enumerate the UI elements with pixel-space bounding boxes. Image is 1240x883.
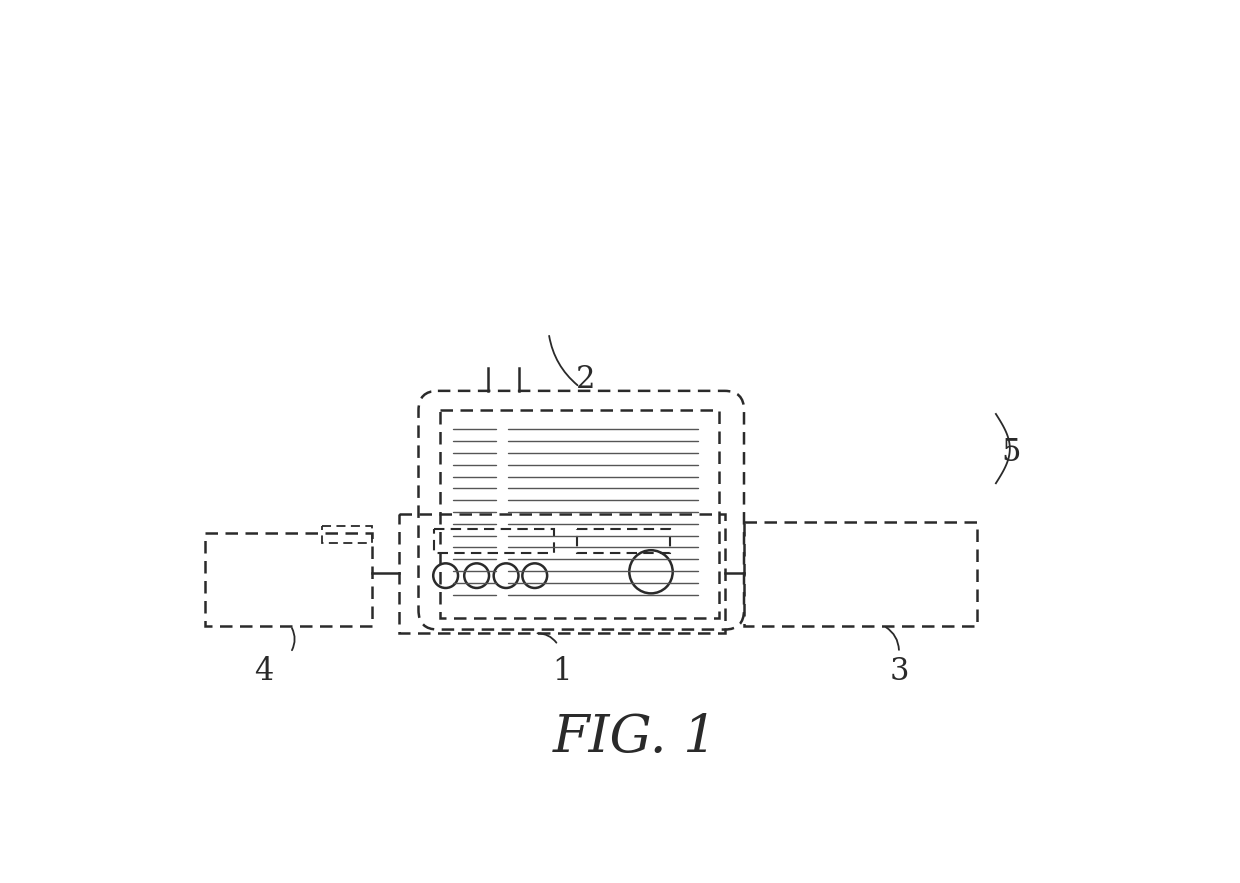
Text: 5: 5 [1002,437,1021,468]
Bar [399,514,724,633]
Bar [578,530,671,553]
Text: 2: 2 [575,364,595,395]
Text: 4: 4 [254,656,273,687]
Text: 3: 3 [889,656,909,687]
Bar [206,533,372,626]
Bar [321,525,372,542]
Bar [744,522,977,626]
Text: FIG. 1: FIG. 1 [553,712,718,763]
Bar [440,410,719,618]
Text: 1: 1 [552,656,572,687]
Bar [434,530,554,553]
